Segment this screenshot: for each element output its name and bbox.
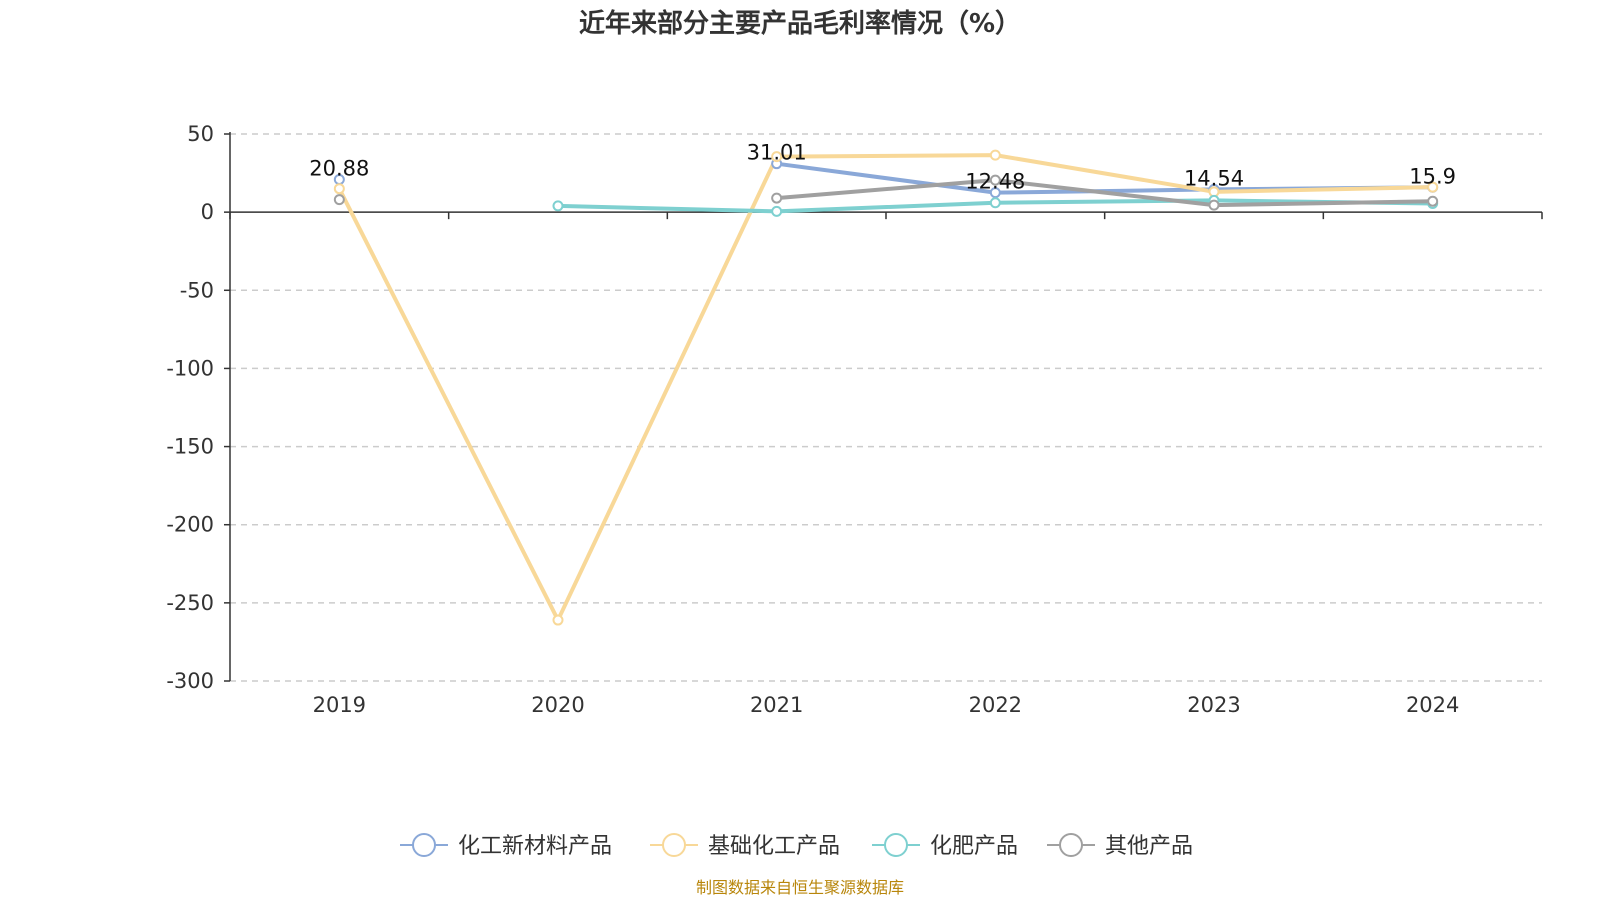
data-label: 12.48 [965, 170, 1025, 194]
data-label: 20.88 [309, 157, 369, 181]
x-tick-label: 2021 [750, 693, 803, 717]
x-tick-label: 2024 [1406, 693, 1459, 717]
legend-label: 基础化工产品 [708, 834, 840, 859]
legend-marker-icon [662, 833, 686, 857]
x-tick-label: 2022 [969, 693, 1022, 717]
data-label: 15.9 [1409, 164, 1456, 188]
series-line-2 [337, 153, 1433, 623]
legend-item: 化工新材料产品 [400, 833, 612, 859]
data-point [552, 200, 564, 212]
data-point [989, 174, 1001, 186]
data-point [1427, 195, 1439, 207]
data-point [771, 192, 783, 204]
data-label: 14.54 [1184, 166, 1244, 190]
data-point [333, 194, 345, 206]
data-point [333, 183, 345, 195]
data-point [1427, 181, 1439, 193]
data-point [989, 197, 1001, 209]
legend-label: 化工新材料产品 [458, 834, 612, 859]
legend-marker-icon [412, 833, 436, 857]
x-tick-label: 2023 [1187, 693, 1240, 717]
y-tick-label: -100 [166, 356, 214, 380]
data-point [771, 205, 783, 217]
legend-marker-icon [1059, 833, 1083, 857]
data-point [989, 187, 1001, 199]
y-tick-label: -250 [166, 591, 214, 615]
data-label: 31.01 [747, 141, 807, 165]
data-point [771, 151, 783, 163]
data-point [989, 149, 1001, 161]
chart-title: 近年来部分主要产品毛利率情况（%） [579, 8, 1021, 39]
series-line-4 [776, 178, 1433, 208]
legend-item: 其他产品 [1047, 833, 1193, 859]
x-tick-label: 2020 [531, 693, 584, 717]
legend: 化工新材料产品 基础化工产品 化肥产品 其他产品 [400, 833, 1193, 859]
y-tick-label: -50 [180, 278, 214, 302]
y-tick-label: -200 [166, 513, 214, 537]
legend-label: 其他产品 [1105, 834, 1193, 859]
y-tick-label: 0 [201, 200, 214, 224]
source-note: 制图数据来自恒生聚源数据库 [696, 878, 904, 897]
legend-label: 化肥产品 [930, 834, 1018, 859]
y-tick-label: 50 [187, 122, 214, 146]
x-tick-label: 2019 [313, 693, 366, 717]
legend-item: 基础化工产品 [650, 833, 840, 859]
y-tick-label: -300 [166, 669, 214, 693]
y-tick-label: -150 [166, 435, 214, 459]
legend-item: 化肥产品 [872, 833, 1018, 859]
legend-marker-icon [884, 833, 908, 857]
data-point [1208, 199, 1220, 211]
data-point [552, 614, 564, 626]
